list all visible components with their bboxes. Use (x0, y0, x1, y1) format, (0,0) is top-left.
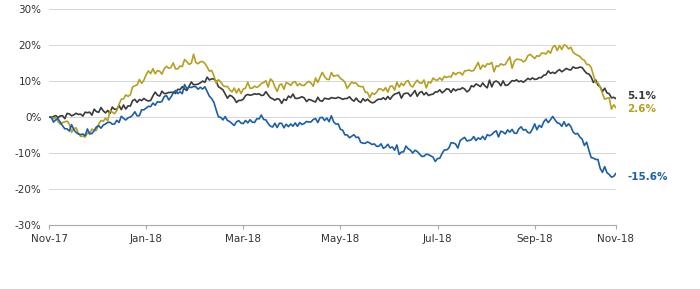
Text: -15.6%: -15.6% (627, 172, 668, 182)
Text: 5.1%: 5.1% (627, 91, 657, 101)
Text: 2.6%: 2.6% (627, 104, 657, 114)
